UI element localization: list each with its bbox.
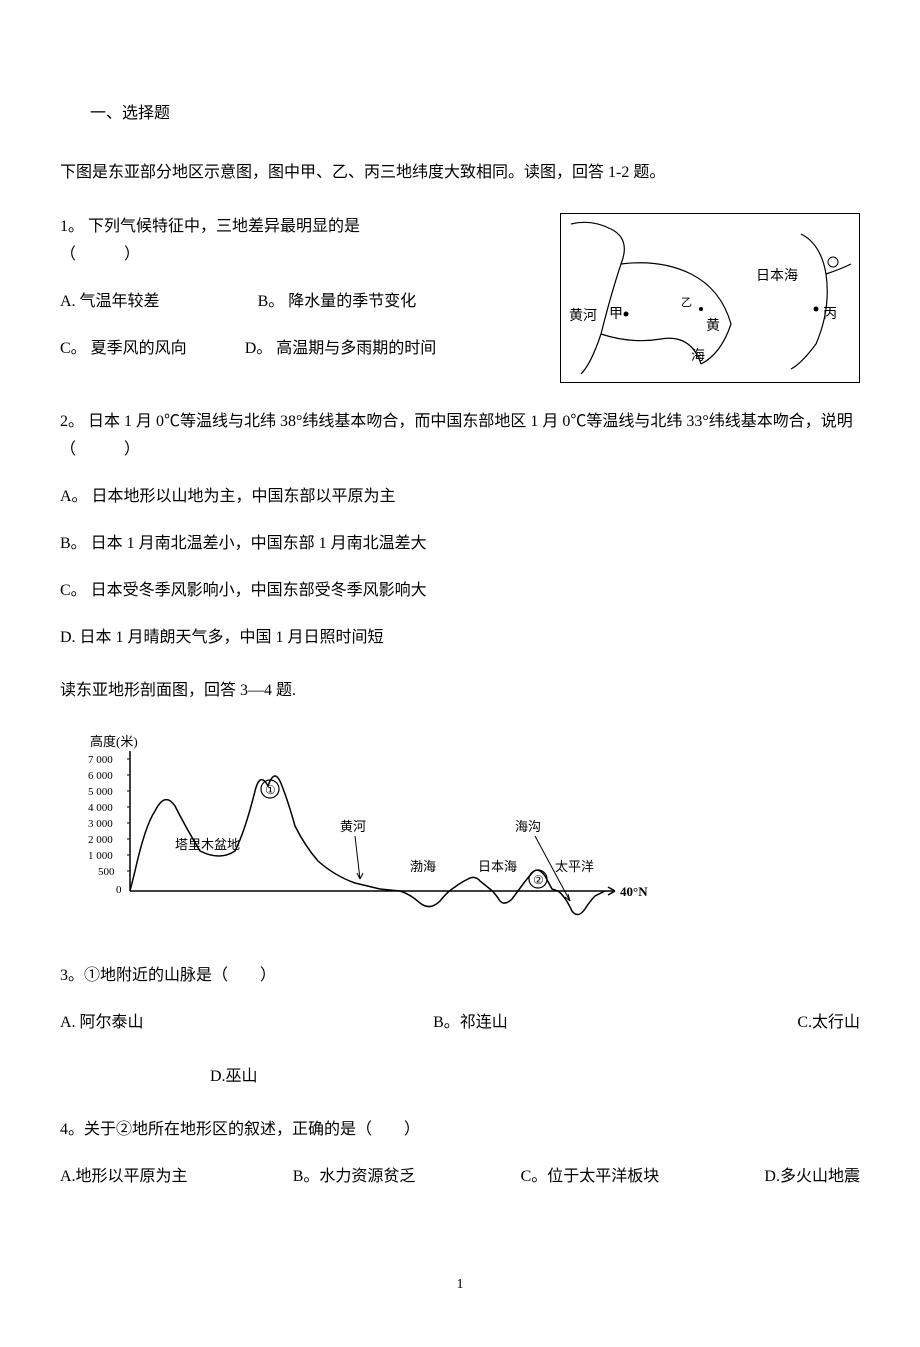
intro-text-1: 下图是东亚部分地区示意图，图中甲、乙、丙三地纬度大致相同。读图，回答 1-2 题…: [60, 159, 860, 188]
q3-opt-a: A. 阿尔泰山: [60, 1009, 144, 1038]
map-svg: [561, 214, 857, 380]
svg-text:4 000: 4 000: [88, 802, 113, 814]
map-label-huang: 黄: [706, 314, 720, 339]
svg-text:0: 0: [116, 884, 122, 896]
q1-opt-a: A. 气温年较差: [60, 293, 160, 310]
q1-opt-c: C。 夏季风的风向: [60, 340, 187, 357]
question-1-text: 1。 下列气候特征中，三地差异最明显的是 （ ） A. 气温年较差 B。 降水量…: [60, 213, 540, 383]
question-3: 3。①地附近的山脉是（ ） A. 阿尔泰山 B。祁连山 C.太行山 D.巫山: [60, 962, 860, 1091]
svg-text:5 000: 5 000: [88, 786, 113, 798]
q1-stem-b: （ ）: [60, 241, 540, 270]
q2-opt-b: B。 日本 1 月南北温差小，中国东部 1 月南北温差大: [60, 530, 860, 559]
question-1-row: 1。 下列气候特征中，三地差异最明显的是 （ ） A. 气温年较差 B。 降水量…: [60, 213, 860, 383]
svg-text:①: ①: [265, 783, 276, 797]
map-label-ribenhai: 日本海: [756, 264, 798, 289]
q1-opt-d: D。 高温期与多雨期的时间: [245, 340, 437, 357]
map-label-huanghe: 黄河: [569, 309, 597, 326]
svg-text:7 000: 7 000: [88, 754, 113, 766]
q4-stem: 4。关于②地所在地形区的叙述，正确的是（ ）: [60, 1116, 860, 1145]
q2-opt-a: A。 日本地形以山地为主，中国东部以平原为主: [60, 483, 860, 512]
svg-text:500: 500: [98, 866, 115, 878]
question-2: 2。 日本 1 月 0℃等温线与北纬 38°纬线基本吻合，而中国东部地区 1 月…: [60, 408, 860, 653]
profile-svg: 高度(米) 7 000 6 000 5 000 4 000 3 000 2 00…: [60, 731, 660, 921]
svg-text:黄河: 黄河: [340, 819, 366, 834]
svg-text:日本海: 日本海: [478, 859, 517, 874]
svg-text:海沟: 海沟: [515, 819, 541, 834]
page-number: 1: [60, 1272, 860, 1297]
q2-opt-c: C。 日本受冬季风影响小，中国东部受冬季风影响大: [60, 577, 860, 606]
svg-text:太平洋: 太平洋: [555, 859, 594, 874]
q2-opt-d: D. 日本 1 月晴朗天气多，中国 1 月日照时间短: [60, 624, 860, 653]
q3-stem: 3。①地附近的山脉是（ ）: [60, 962, 860, 991]
q3-opt-c: C.太行山: [797, 1009, 860, 1038]
terrain-profile-chart: 高度(米) 7 000 6 000 5 000 4 000 3 000 2 00…: [60, 731, 660, 932]
q3-opt-d: D.巫山: [210, 1063, 860, 1092]
svg-text:渤海: 渤海: [410, 859, 436, 874]
intro-text-2: 读东亚地形剖面图，回答 3—4 题.: [60, 677, 860, 706]
q1-options-ab: A. 气温年较差 B。 降水量的季节变化: [60, 288, 540, 317]
map-label-hai: 海: [691, 344, 705, 369]
q2-stem: 2。 日本 1 月 0℃等温线与北纬 38°纬线基本吻合，而中国东部地区 1 月…: [60, 408, 860, 466]
svg-text:3 000: 3 000: [88, 818, 113, 830]
section-heading: 一、选择题: [90, 100, 860, 129]
q4-options: A.地形以平原为主 B。水力资源贫乏 C。位于太平洋板块 D.多火山地震: [60, 1163, 860, 1192]
svg-text:②: ②: [533, 873, 544, 887]
svg-text:40°N: 40°N: [620, 884, 648, 899]
map-label-jia: 甲: [609, 302, 623, 327]
q1-opt-b: B。 降水量的季节变化: [258, 293, 417, 310]
svg-text:1 000: 1 000: [88, 850, 113, 862]
q4-opt-b: B。水力资源贫乏: [293, 1163, 416, 1192]
question-4: 4。关于②地所在地形区的叙述，正确的是（ ） A.地形以平原为主 B。水力资源贫…: [60, 1116, 860, 1192]
east-asia-map: 日本海 甲 乙 丙 黄河 黄 海: [560, 213, 860, 383]
svg-text:2 000: 2 000: [88, 834, 113, 846]
svg-text:6 000: 6 000: [88, 770, 113, 782]
q4-opt-c: C。位于太平洋板块: [521, 1163, 660, 1192]
q1-options-cd: C。 夏季风的风向 D。 高温期与多雨期的时间: [60, 335, 540, 364]
y-axis-label: 高度(米): [90, 734, 138, 749]
svg-text:塔里木盆地: 塔里木盆地: [175, 837, 240, 852]
q3-options-abc: A. 阿尔泰山 B。祁连山 C.太行山: [60, 1009, 860, 1038]
q4-opt-d: D.多火山地震: [764, 1163, 860, 1192]
q3-opt-b: B。祁连山: [433, 1009, 508, 1038]
map-label-yi: 乙: [681, 294, 692, 314]
q1-stem-a: 1。 下列气候特征中，三地差异最明显的是: [60, 213, 540, 242]
map-label-bing: 丙: [823, 302, 837, 327]
q4-opt-a: A.地形以平原为主: [60, 1163, 188, 1192]
